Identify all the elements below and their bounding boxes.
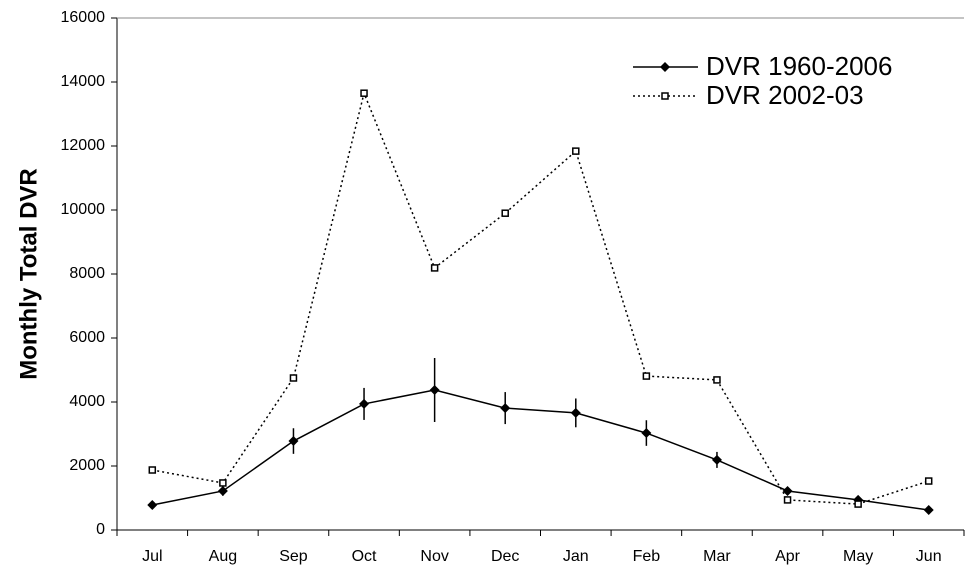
y-tick-label: 0 (96, 521, 105, 538)
y-tick-label: 4000 (69, 393, 105, 410)
x-tick-label: Mar (703, 548, 731, 565)
square-marker (661, 92, 669, 100)
diamond-marker (359, 398, 370, 409)
square-marker (713, 376, 721, 384)
square-marker (642, 372, 651, 380)
square-marker (360, 89, 368, 97)
x-tick-label: Oct (352, 548, 377, 565)
x-tick-label: May (843, 548, 873, 565)
diamond-marker (570, 407, 581, 418)
series-line (152, 90, 929, 505)
square-marker (430, 264, 439, 272)
square-marker (783, 496, 792, 504)
y-tick-label: 12000 (61, 137, 106, 154)
y-tick-label: 10000 (61, 201, 106, 218)
diamond-marker (641, 428, 652, 439)
square-marker (854, 500, 862, 508)
diamond-marker (429, 385, 440, 395)
x-tick-label: Jan (563, 548, 589, 565)
x-tick-label: Nov (420, 548, 448, 565)
y-axis-title: Monthly Total DVR (15, 168, 42, 380)
square-marker (501, 209, 509, 217)
y-tick-label: 14000 (61, 73, 106, 90)
x-tick-label: Dec (491, 548, 519, 565)
x-tick-label: Jul (142, 548, 162, 565)
y-tick-label: 16000 (61, 9, 106, 26)
square-marker (289, 374, 298, 382)
diamond-marker (500, 403, 511, 414)
diamond-marker (660, 62, 670, 72)
diamond-marker (711, 454, 722, 465)
square-marker (924, 477, 933, 485)
series-line (152, 389, 929, 511)
y-tick-label: 8000 (69, 265, 105, 282)
square-marker (219, 479, 227, 487)
x-tick-label: Apr (775, 548, 801, 565)
y-tick-label: 2000 (69, 457, 105, 474)
diamond-marker (288, 436, 299, 447)
diamond-marker (923, 505, 934, 515)
x-tick-label: Sep (279, 548, 308, 565)
legend-label: DVR 2002-03 (706, 80, 864, 110)
x-tick-label: Feb (633, 548, 661, 565)
x-tick-label: Jun (916, 548, 942, 565)
square-marker (572, 147, 580, 155)
x-tick-label: Aug (209, 548, 237, 565)
y-tick-label: 6000 (69, 329, 105, 346)
legend-label: DVR 1960-2006 (706, 51, 892, 81)
diamond-marker (782, 485, 793, 496)
diamond-marker (217, 485, 228, 496)
square-marker (148, 466, 157, 474)
diamond-marker (147, 500, 158, 511)
